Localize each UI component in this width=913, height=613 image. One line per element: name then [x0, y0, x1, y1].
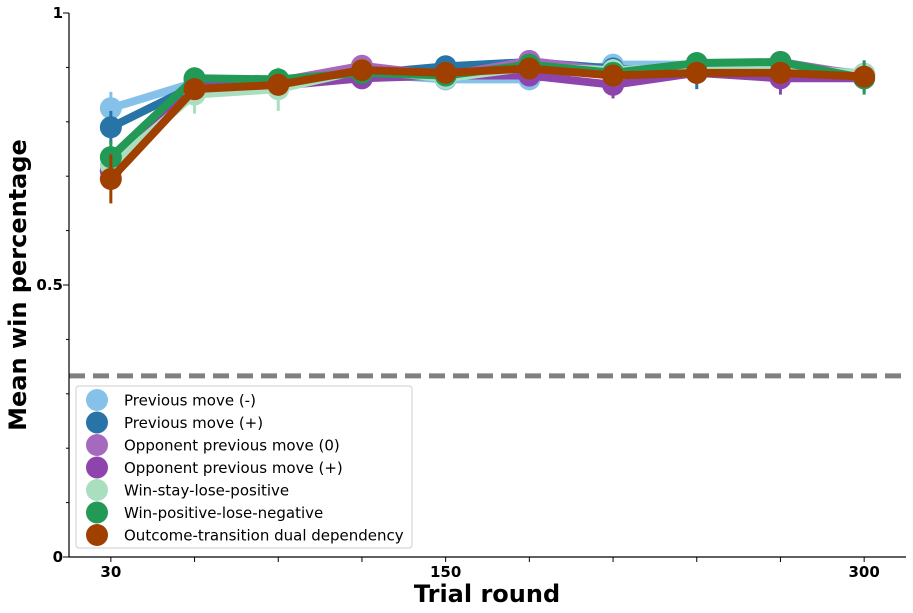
- x-tick-label: 30: [100, 563, 121, 581]
- data-point: [99, 97, 122, 120]
- data-point: [183, 78, 206, 101]
- legend: Previous move (-) Previous move (+) Oppone…: [75, 385, 413, 549]
- legend-label: Previous move (-): [124, 392, 256, 410]
- legend-box: [75, 385, 413, 549]
- legend-label: Opponent previous move (0): [124, 437, 340, 455]
- data-point: [685, 61, 708, 84]
- data-point: [853, 65, 876, 88]
- legend-marker: [86, 411, 108, 434]
- data-point: [518, 57, 541, 80]
- series-layer: [99, 49, 876, 204]
- y-tick-label: 0: [53, 548, 63, 566]
- legend-marker: [86, 389, 108, 411]
- legend-label: Win-positive-lose-negative: [124, 504, 323, 522]
- x-tick-label: 150: [430, 563, 461, 581]
- legend-label: Win-stay-lose-positive: [124, 482, 289, 500]
- legend-marker: [86, 524, 108, 546]
- y-tick-label: 0.5: [36, 276, 63, 294]
- x-axis-title: Trial round: [414, 580, 560, 608]
- legend-label: Previous move (+): [124, 414, 263, 432]
- data-point: [602, 64, 625, 87]
- series-line: [106, 64, 869, 183]
- y-axis-title: Mean win percentage: [4, 139, 32, 431]
- data-point: [769, 61, 792, 84]
- x-tick-label: 300: [848, 563, 879, 581]
- legend-marker: [86, 456, 108, 479]
- data-point: [99, 116, 122, 139]
- legend-label: Outcome-transition dual dependency: [124, 527, 404, 545]
- data-point: [99, 167, 122, 190]
- legend-marker: [86, 479, 108, 501]
- data-point: [434, 61, 457, 84]
- y-tick-label: 1: [53, 4, 63, 22]
- ticks: 30 150 300 0 0.5 1: [36, 4, 879, 581]
- legend-label: Opponent previous move (+): [124, 459, 343, 477]
- legend-marker: [86, 434, 108, 456]
- data-point: [350, 59, 373, 82]
- series-6: [99, 57, 876, 204]
- data-point: [267, 73, 290, 96]
- legend-marker: [86, 501, 108, 524]
